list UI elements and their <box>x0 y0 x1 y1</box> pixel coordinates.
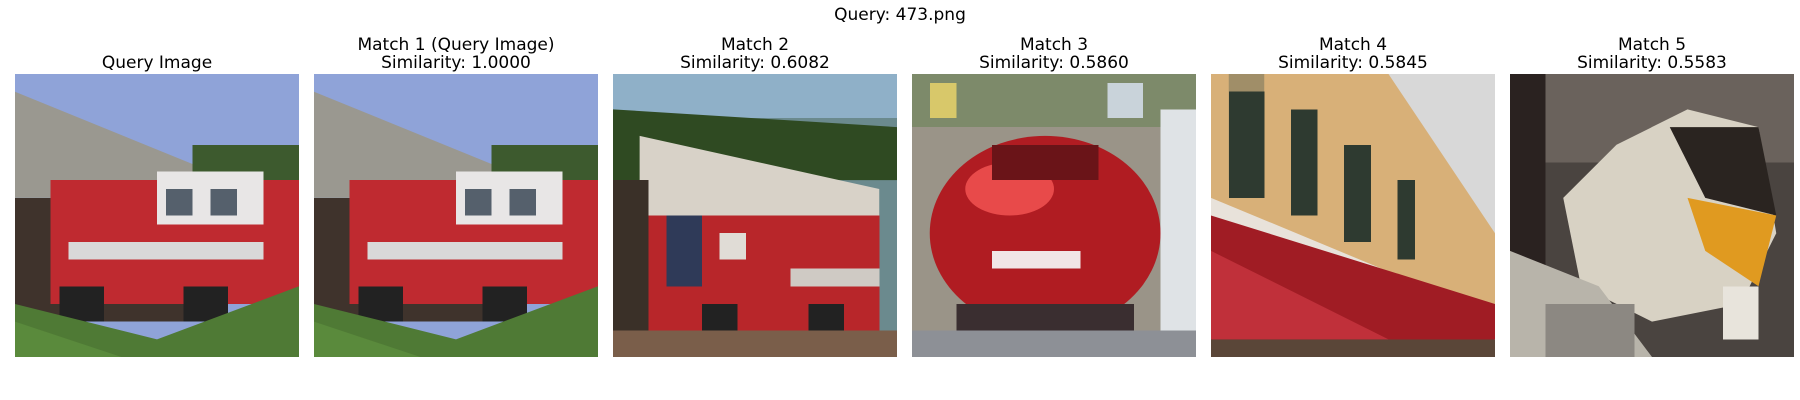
panel-title-line1: Match 1 (Query Image) <box>357 35 555 55</box>
panel-title-line1: Match 5 <box>1617 35 1687 55</box>
panel-title-line2: Similarity: 0.5845 <box>1278 53 1428 73</box>
panel-title: Match 5 Similarity: 0.5583 <box>1510 32 1794 72</box>
panel-title-line1: Match 4 <box>1318 35 1388 55</box>
panel-title-line1: Match 3 <box>1019 35 1089 55</box>
panel-title: Match 2 Similarity: 0.6082 <box>613 32 897 72</box>
panel-title-line1: Match 2 <box>720 35 790 55</box>
match-panel-5: Match 5 Similarity: 0.5583 <box>1510 32 1794 357</box>
panel-title-line2: Similarity: 0.5860 <box>979 53 1129 73</box>
match-image-5 <box>1510 74 1794 357</box>
match-image-4 <box>1211 74 1495 357</box>
match-image-1 <box>314 74 598 357</box>
panel-title-line2: Query Image <box>101 53 213 73</box>
match-image-3 <box>912 74 1196 357</box>
panel-title-line2: Similarity: 0.6082 <box>680 53 830 73</box>
query-panel: Query Image <box>15 32 299 357</box>
match-panel-3: Match 3 Similarity: 0.5860 <box>912 32 1196 357</box>
match-panel-1: Match 1 (Query Image) Similarity: 1.0000 <box>314 32 598 357</box>
query-image <box>15 74 299 357</box>
panel-title: Match 4 Similarity: 0.5845 <box>1211 32 1495 72</box>
match-image-2 <box>613 74 897 357</box>
figure-title: Query: 473.png <box>834 5 966 25</box>
match-panel-2: Match 2 Similarity: 0.6082 <box>613 32 897 357</box>
panel-title: Query Image <box>15 32 299 72</box>
panel-title-line2: Similarity: 1.0000 <box>381 53 531 73</box>
match-panel-4: Match 4 Similarity: 0.5845 <box>1211 32 1495 357</box>
panel-title-line2: Similarity: 0.5583 <box>1577 53 1727 73</box>
panel-title: Match 3 Similarity: 0.5860 <box>912 32 1196 72</box>
panel-title: Match 1 (Query Image) Similarity: 1.0000 <box>314 32 598 72</box>
